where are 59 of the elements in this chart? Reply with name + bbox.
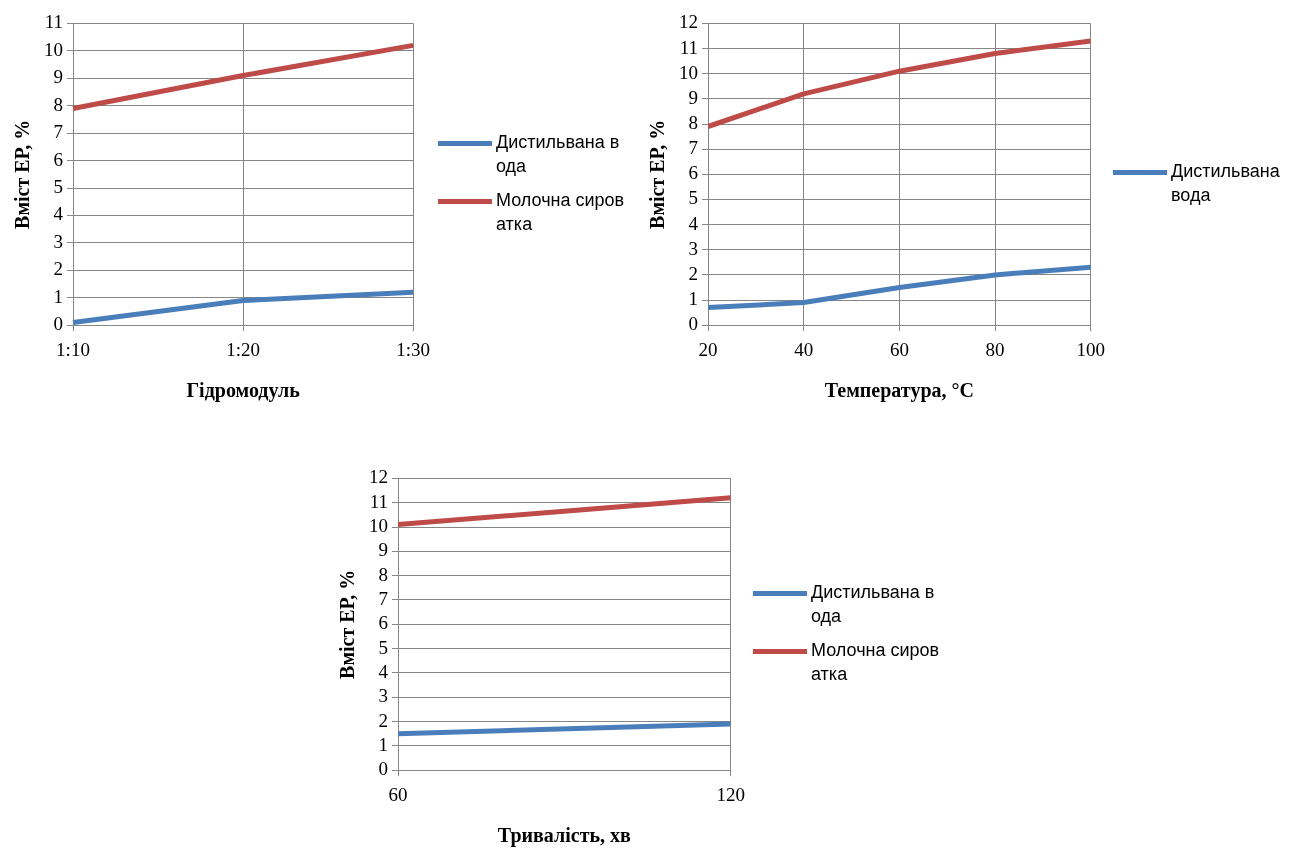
y-tick-label: 4 [53, 203, 64, 225]
y-tick-label: 9 [53, 66, 63, 88]
legend-label: Дистильвана вода [496, 131, 621, 178]
y-tick-label: 5 [688, 187, 698, 209]
y-axis-title: Вміст ЕР, % [646, 119, 669, 229]
x-tick-label: 1:30 [396, 338, 430, 360]
x-tick-label: 40 [794, 338, 814, 360]
y-tick-label: 10 [369, 515, 388, 537]
y-tick-label: 0 [378, 758, 388, 780]
y-tick-label: 0 [53, 313, 63, 335]
x-tick-label: 20 [698, 338, 718, 360]
y-tick-label: 11 [44, 11, 63, 33]
y-tick-label: 10 [44, 38, 63, 60]
y-tick-label: 8 [378, 563, 388, 585]
y-tick-label: 1 [53, 285, 63, 307]
legend-label: Дистильвана вода [811, 581, 936, 628]
y-tick-label: 4 [688, 212, 699, 234]
x-tick-label: 60 [388, 783, 408, 805]
x-tick-label: 60 [889, 338, 909, 360]
y-tick-label: 8 [53, 93, 63, 115]
y-tick-label: 7 [378, 587, 388, 609]
y-tick-label: 11 [369, 490, 388, 512]
x-axis-title: Температура, °С [824, 379, 974, 403]
y-tick-label: 5 [378, 636, 388, 658]
y-tick-label: 1 [378, 733, 388, 755]
y-tick-label: 0 [688, 313, 698, 335]
x-tick-label: 100 [1076, 338, 1105, 360]
y-tick-label: 3 [688, 237, 698, 259]
y-tick-label: 2 [688, 262, 698, 284]
y-tick-label: 2 [378, 709, 388, 731]
y-tick-label: 2 [53, 258, 63, 280]
y-axis-title: Вміст ЕР, % [11, 119, 34, 229]
y-tick-label: 3 [378, 685, 388, 707]
x-axis-title: Гідромодуль [186, 379, 301, 403]
y-tick-label: 7 [688, 137, 698, 159]
y-tick-label: 7 [53, 121, 63, 143]
legend-label: Молочна сироватка [496, 189, 626, 236]
legend-label: Дистильвана вода [1171, 160, 1281, 207]
y-tick-label: 4 [378, 660, 389, 682]
y-tick-label: 9 [378, 539, 388, 561]
y-tick-label: 12 [369, 466, 388, 488]
y-tick-label: 3 [53, 230, 63, 252]
x-axis-title: Тривалість, хв [497, 824, 632, 848]
y-tick-label: 6 [53, 148, 63, 170]
legend-label: Молочна сироватка [811, 639, 941, 686]
x-tick-label: 120 [716, 783, 745, 805]
y-tick-label: 11 [679, 36, 698, 58]
y-tick-label: 9 [688, 86, 698, 108]
y-tick-label: 1 [688, 288, 698, 310]
y-axis-title: Вміст ЕР, % [336, 569, 359, 679]
y-tick-label: 6 [378, 612, 388, 634]
y-tick-label: 12 [679, 11, 698, 33]
y-tick-label: 5 [53, 176, 63, 197]
y-tick-label: 10 [679, 61, 698, 83]
x-tick-label: 1:20 [226, 338, 260, 360]
x-tick-label: 1:10 [56, 338, 90, 360]
x-tick-label: 80 [985, 338, 1005, 360]
y-tick-label: 6 [688, 162, 698, 184]
y-tick-label: 8 [688, 111, 698, 133]
